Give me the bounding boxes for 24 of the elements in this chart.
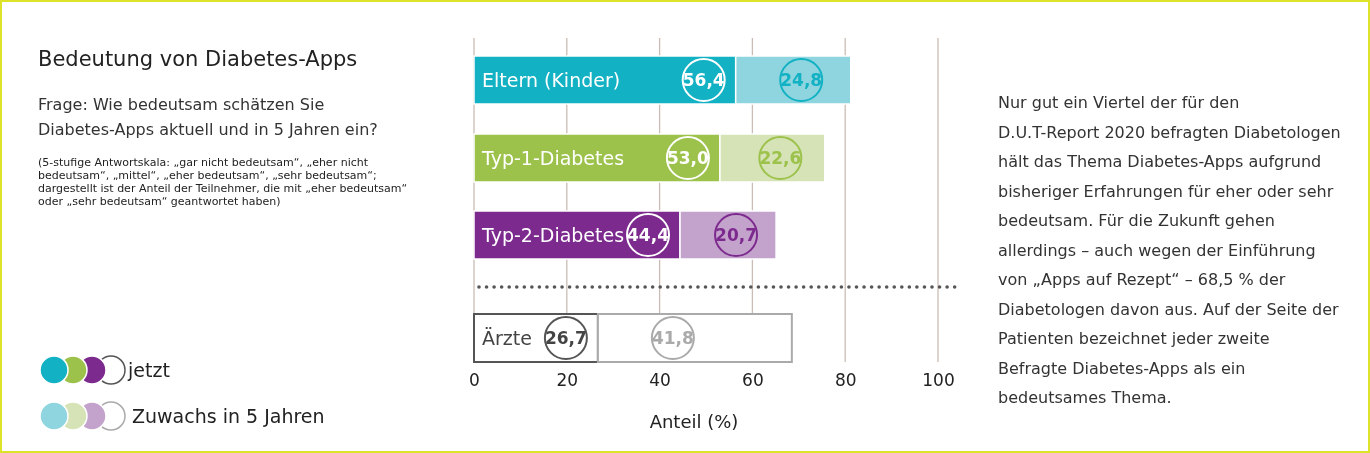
data-label: 53,0	[666, 148, 710, 168]
x-tick-label: 0	[469, 370, 480, 390]
y-tick-label: Typ-2-Diabetes	[481, 224, 625, 246]
x-tick-label: 60	[742, 370, 764, 390]
data-label: 26,7	[544, 328, 587, 348]
text: Bedeutung von Diabetes-Apps	[38, 47, 358, 71]
x-axis-title: Anteil (%)	[649, 411, 739, 432]
data-label: 20,7	[715, 225, 758, 245]
x-tick-label: 100	[922, 370, 955, 390]
data-label: 56,4	[682, 70, 725, 90]
y-tick-label: Typ-1-Diabetes	[481, 147, 625, 169]
x-tick-label: 20	[556, 370, 579, 390]
x-tick-label: 40	[649, 370, 671, 390]
x-tick-label: 80	[834, 370, 857, 390]
text: Frage: Wie bedeutsam schätzen Sie Diabetes-Apps aktuell und in 5 Jahren ein?	[38, 95, 378, 139]
y-tick-label: Ärzte	[482, 327, 532, 349]
legend-label: Zuwachs in 5 Jahren	[132, 405, 325, 427]
data-label: 24,8	[780, 70, 823, 90]
text: (5-stufige Antwortskala: „gar nicht bedeutsam“, „eher nicht bedeutsam“, „mittel“, „eher bedeutsam“, „sehr bedeutsam“; dargestellt ist der Anteil der Teilnehmer, die mit „eher bedeutsam“ oder „sehr bedeutsam“ geantwortet haben)	[38, 156, 408, 208]
text: Nur gut ein Viertel der für den D.U.T-Report 2020 befragten Diabetologen hält das Thema Diabetes-Apps aufgrund bisheriger Erfahrungen für eher oder sehr bedeutsam. Für die Zukunft gehen allerdings – auch wegen der Einführung von „Apps auf Rezept“ – 68,5 % der Diabetologen davon aus. Auf der Seite der Patienten bezeichnet jeder zweite Befragte Diabetes-Apps als ein bedeutsames Thema.	[998, 93, 1341, 407]
data-label: 44,4	[627, 225, 670, 245]
legend-label: jetzt	[127, 359, 170, 381]
data-label: 41,8	[651, 328, 694, 348]
y-tick-label: Eltern (Kinder)	[482, 69, 621, 91]
